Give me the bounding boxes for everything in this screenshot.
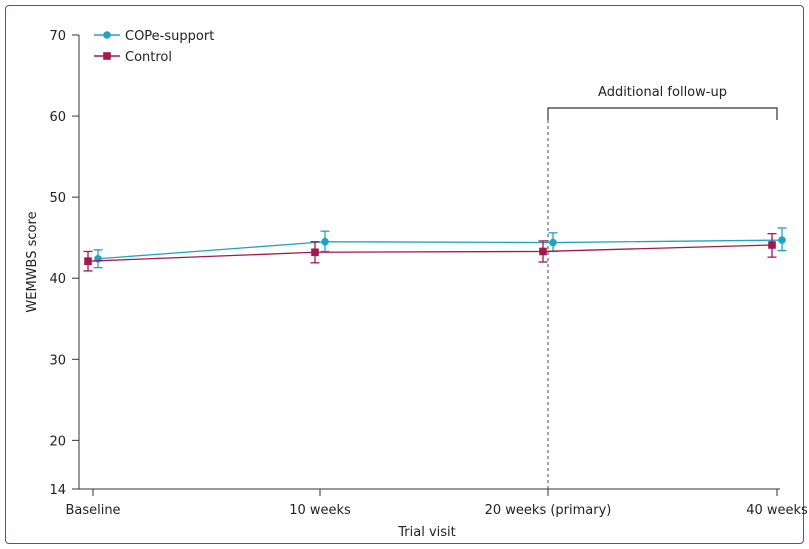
chart-frame (5, 5, 804, 544)
data-point (84, 257, 92, 265)
data-point (311, 248, 319, 257)
legend-marker (103, 52, 111, 60)
series-line-control (87, 244, 773, 262)
x-tick-label-40-weeks: 40 weeks (746, 503, 808, 518)
data-point (768, 241, 776, 249)
x-tick-label-10-weeks: 10 weeks (289, 503, 351, 518)
y-tick-label: 40 (49, 272, 66, 287)
data-point (539, 247, 547, 256)
y-tick-label: 30 (49, 353, 66, 368)
x-axis-ticks: Baseline 10 weeks 20 weeks (primary) 40 wee… (65, 489, 808, 518)
legend-item-control: Control (94, 50, 172, 65)
x-axis-title: Trial visit (397, 525, 455, 540)
follow-up-bracket (547, 107, 778, 120)
x-tick-label-baseline: Baseline (65, 503, 120, 518)
series-line-cope-support (97, 239, 783, 260)
y-tick-label: 50 (49, 191, 66, 206)
y-tick-label: 14 (49, 483, 66, 498)
legend: COPe-support Control (94, 29, 214, 65)
legend-label: Control (125, 50, 172, 65)
y-tick-label: 20 (49, 434, 66, 449)
y-axis-title: WEMWBS score (25, 211, 40, 312)
legend-label: COPe-support (125, 29, 214, 44)
y-tick-label: 70 (49, 29, 66, 44)
y-tick-label: 60 (49, 110, 66, 125)
x-tick-label-20-weeks-primary: 20 weeks (primary) (485, 503, 612, 518)
legend-item-cope-support: COPe-support (94, 29, 214, 44)
follow-up-annotation: Additional follow-up (547, 85, 778, 489)
series-layer (83, 227, 787, 272)
data-point (549, 238, 557, 247)
data-point (321, 237, 329, 246)
follow-up-label: Additional follow-up (598, 85, 727, 100)
y-axis-ticks: 14 20 30 40 50 60 70 (49, 29, 79, 498)
legend-marker (103, 31, 111, 39)
series-control (83, 232, 777, 272)
data-point (778, 236, 786, 244)
